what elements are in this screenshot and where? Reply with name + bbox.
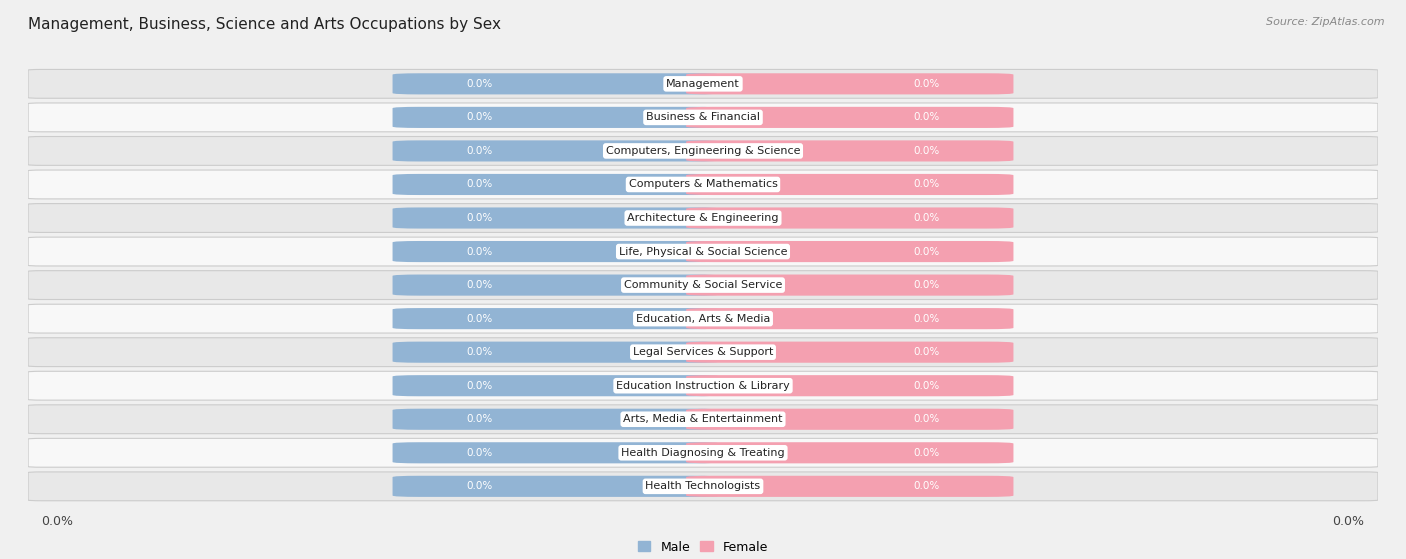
Text: 0.0%: 0.0% xyxy=(912,79,939,89)
FancyBboxPatch shape xyxy=(28,103,1378,132)
Text: Community & Social Service: Community & Social Service xyxy=(624,280,782,290)
FancyBboxPatch shape xyxy=(392,207,720,229)
Text: Legal Services & Support: Legal Services & Support xyxy=(633,347,773,357)
FancyBboxPatch shape xyxy=(686,476,1014,497)
Text: Education, Arts & Media: Education, Arts & Media xyxy=(636,314,770,324)
FancyBboxPatch shape xyxy=(392,241,720,262)
Text: 0.0%: 0.0% xyxy=(467,247,494,257)
FancyBboxPatch shape xyxy=(28,170,1378,199)
Text: 0.0%: 0.0% xyxy=(467,481,494,491)
Text: 0.0%: 0.0% xyxy=(42,515,73,528)
Text: Management: Management xyxy=(666,79,740,89)
Text: Education Instruction & Library: Education Instruction & Library xyxy=(616,381,790,391)
FancyBboxPatch shape xyxy=(686,308,1014,329)
Text: 0.0%: 0.0% xyxy=(912,247,939,257)
Text: 0.0%: 0.0% xyxy=(467,448,494,458)
FancyBboxPatch shape xyxy=(686,241,1014,262)
Text: 0.0%: 0.0% xyxy=(912,347,939,357)
Text: Health Diagnosing & Treating: Health Diagnosing & Treating xyxy=(621,448,785,458)
FancyBboxPatch shape xyxy=(686,107,1014,128)
Text: 0.0%: 0.0% xyxy=(912,179,939,190)
Text: 0.0%: 0.0% xyxy=(912,146,939,156)
Text: Management, Business, Science and Arts Occupations by Sex: Management, Business, Science and Arts O… xyxy=(28,17,501,32)
FancyBboxPatch shape xyxy=(686,174,1014,195)
Text: 0.0%: 0.0% xyxy=(912,381,939,391)
FancyBboxPatch shape xyxy=(28,69,1378,98)
FancyBboxPatch shape xyxy=(392,375,720,396)
FancyBboxPatch shape xyxy=(392,476,720,497)
FancyBboxPatch shape xyxy=(28,338,1378,367)
Text: Computers & Mathematics: Computers & Mathematics xyxy=(628,179,778,190)
FancyBboxPatch shape xyxy=(28,237,1378,266)
FancyBboxPatch shape xyxy=(686,442,1014,463)
FancyBboxPatch shape xyxy=(686,274,1014,296)
FancyBboxPatch shape xyxy=(392,342,720,363)
FancyBboxPatch shape xyxy=(392,73,720,94)
Text: 0.0%: 0.0% xyxy=(467,347,494,357)
Text: 0.0%: 0.0% xyxy=(912,448,939,458)
Text: 0.0%: 0.0% xyxy=(467,314,494,324)
Text: 0.0%: 0.0% xyxy=(467,414,494,424)
FancyBboxPatch shape xyxy=(686,73,1014,94)
FancyBboxPatch shape xyxy=(28,203,1378,233)
FancyBboxPatch shape xyxy=(28,136,1378,165)
Text: 0.0%: 0.0% xyxy=(912,481,939,491)
Text: 0.0%: 0.0% xyxy=(1333,515,1364,528)
FancyBboxPatch shape xyxy=(28,271,1378,300)
Text: Business & Financial: Business & Financial xyxy=(645,112,761,122)
FancyBboxPatch shape xyxy=(392,442,720,463)
FancyBboxPatch shape xyxy=(686,140,1014,162)
FancyBboxPatch shape xyxy=(28,371,1378,400)
FancyBboxPatch shape xyxy=(392,107,720,128)
FancyBboxPatch shape xyxy=(686,207,1014,229)
Text: 0.0%: 0.0% xyxy=(467,213,494,223)
Text: 0.0%: 0.0% xyxy=(467,112,494,122)
FancyBboxPatch shape xyxy=(392,308,720,329)
Text: 0.0%: 0.0% xyxy=(912,112,939,122)
FancyBboxPatch shape xyxy=(686,409,1014,430)
Text: 0.0%: 0.0% xyxy=(467,381,494,391)
FancyBboxPatch shape xyxy=(392,174,720,195)
Text: 0.0%: 0.0% xyxy=(467,280,494,290)
Text: Architecture & Engineering: Architecture & Engineering xyxy=(627,213,779,223)
FancyBboxPatch shape xyxy=(392,409,720,430)
Text: 0.0%: 0.0% xyxy=(912,414,939,424)
Text: 0.0%: 0.0% xyxy=(467,79,494,89)
Text: Arts, Media & Entertainment: Arts, Media & Entertainment xyxy=(623,414,783,424)
Text: Computers, Engineering & Science: Computers, Engineering & Science xyxy=(606,146,800,156)
FancyBboxPatch shape xyxy=(28,472,1378,501)
Text: Health Technologists: Health Technologists xyxy=(645,481,761,491)
Legend: Male, Female: Male, Female xyxy=(633,536,773,558)
Text: 0.0%: 0.0% xyxy=(912,213,939,223)
Text: Source: ZipAtlas.com: Source: ZipAtlas.com xyxy=(1267,17,1385,27)
Text: 0.0%: 0.0% xyxy=(912,280,939,290)
FancyBboxPatch shape xyxy=(686,375,1014,396)
FancyBboxPatch shape xyxy=(28,405,1378,434)
FancyBboxPatch shape xyxy=(392,140,720,162)
FancyBboxPatch shape xyxy=(686,342,1014,363)
Text: 0.0%: 0.0% xyxy=(912,314,939,324)
Text: 0.0%: 0.0% xyxy=(467,146,494,156)
Text: Life, Physical & Social Science: Life, Physical & Social Science xyxy=(619,247,787,257)
Text: 0.0%: 0.0% xyxy=(467,179,494,190)
FancyBboxPatch shape xyxy=(28,438,1378,467)
FancyBboxPatch shape xyxy=(392,274,720,296)
FancyBboxPatch shape xyxy=(28,304,1378,333)
